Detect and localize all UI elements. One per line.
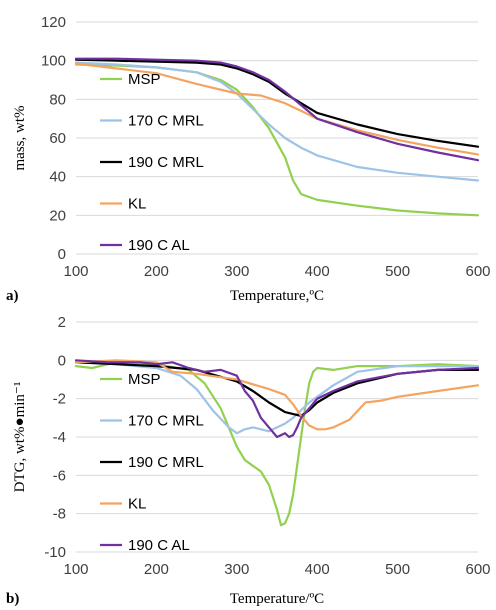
legend-entry: 190 C MRL [128,154,204,171]
y-tick-label: 100 [41,53,66,70]
y-tick-label: -6 [53,467,66,484]
series-line-170-c-mrl [74,61,480,182]
series-line-190-c-mrl [74,58,480,148]
y-axis-label: mass, wt% [12,106,28,171]
x-tick-label: 300 [224,263,249,280]
x-tick-label: 100 [63,263,88,280]
panel-label: b) [6,591,19,607]
legend-entry: KL [128,196,146,213]
x-tick-label: 400 [305,561,330,578]
series-line-170-c-mrl [74,361,480,435]
x-axis-label: Temperature,ºC [230,288,324,304]
legend-entry: KL [128,496,146,513]
y-tick-label: 0 [58,246,66,263]
y-tick-label: 20 [49,207,66,224]
legend-entry: 190 C AL [128,237,190,254]
x-tick-label: 200 [144,263,169,280]
y-tick-label: 2 [58,314,66,331]
series-line-190-c-al [74,57,480,162]
y-tick-label: -4 [53,429,66,446]
y-tick-label: 80 [49,91,66,108]
x-tick-label: 200 [144,561,169,578]
y-axis-label: DTG, wt%●min⁻¹ [12,382,28,493]
legend-entry: 190 C MRL [128,454,204,471]
y-tick-label: 40 [49,169,66,186]
y-tick-label: 0 [58,352,66,369]
y-tick-label: -8 [53,506,66,523]
x-tick-label: 300 [224,561,249,578]
y-tick-label: -10 [44,544,66,561]
y-tick-label: -2 [53,391,66,408]
y-tick-label: 60 [49,130,66,147]
x-tick-label: 500 [385,561,410,578]
x-axis-label: Temperature/ºC [230,591,324,607]
series-line-kl [74,359,480,431]
x-tick-label: 500 [385,263,410,280]
y-tick-label: 120 [41,14,66,31]
series-line-kl [74,62,480,156]
x-tick-label: 600 [465,561,490,578]
x-tick-label: 400 [305,263,330,280]
legend-entry: MSP [128,71,161,88]
panel-a-mass-chart: 0 20 40 60 80 100 120 100 200 300 400 500 600 Tempera… [6,14,491,304]
panel-label: a) [6,288,19,304]
series-line-190-c-al [74,359,480,439]
legend-entry: 170 C MRL [128,113,204,130]
legend-entry: MSP [128,371,161,388]
x-tick-label: 100 [63,561,88,578]
legend-entry: 170 C MRL [128,413,204,430]
panel-b-dtg-chart: -10 -8 -6 -4 -2 0 2 100 200 300 400 500 600 Temperatu… [6,314,491,607]
x-tick-label: 600 [465,263,490,280]
legend-entry: 190 C AL [128,537,190,554]
